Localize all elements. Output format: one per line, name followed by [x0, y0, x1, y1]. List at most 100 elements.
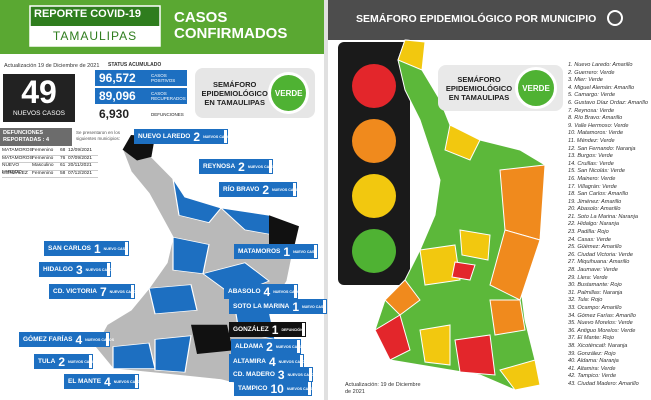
municipio-item: 16. Mainero: Verde	[568, 175, 616, 182]
map-label-value: 10	[270, 381, 284, 396]
death-cell: 07/09/2021	[68, 156, 98, 163]
headline: CASOS CONFIRMADOS	[174, 9, 288, 42]
death-row: GONZÁLEZ Femenino 58 07/12/2021	[2, 171, 98, 178]
municipio-item: 6. Gustavo Díaz Ordaz: Amarillo	[568, 99, 648, 106]
municipio-item: 37. El Mante: Rojo	[568, 335, 615, 342]
map-label-name: GONZÁLEZ	[233, 326, 269, 333]
map-label-value: 2	[58, 354, 66, 369]
map-label-value: 4	[268, 354, 276, 369]
map-label: EL MANTE 4 NUEVOS CASOS	[65, 374, 143, 389]
deaths-table: MATAMOROS Femenino 68 12/09/2021 MATAMOROS Fe…	[2, 148, 98, 178]
municipio-item: 30. Bustamante: Rojo	[568, 282, 622, 289]
municipio-item: 22. Hidalgo: Naranja	[568, 221, 619, 228]
map-label-value: 1	[271, 322, 279, 337]
map-label: TULA 2 NUEVOS CASOS	[35, 354, 97, 369]
municipio-item: 10. Matamoros: Verde	[568, 130, 624, 137]
municipio-item: 12. San Fernando: Naranja	[568, 145, 636, 152]
municipio-item: 26. Ciudad Victoria: Verde	[568, 251, 633, 258]
municipio-item: 20. Abasolo: Amarillo	[568, 206, 621, 213]
right-semaforo-label: SEMÁFORO EPIDEMIOLÓGICO EN TAMAULIPAS	[445, 74, 513, 102]
map-label-value: 7	[99, 284, 107, 299]
map-label-value: 2	[193, 129, 201, 144]
death-cell: 61	[60, 163, 68, 171]
map-label-name: EL MANTE	[68, 378, 102, 385]
new-cases-value: 49	[21, 74, 57, 110]
light-orange	[352, 119, 396, 163]
municipio-item: 34. Gómez Farías: Amarillo	[568, 312, 636, 319]
light-yellow	[352, 174, 396, 218]
death-cell: Masculino	[32, 163, 60, 171]
municipio-item: 3. Mier: Verde	[568, 77, 603, 84]
death-cell: MATAMOROS	[2, 148, 33, 156]
status-label: CASOS RECUPERADOS	[151, 91, 186, 101]
municipio-item: 27. Miquihuana: Amarillo	[568, 259, 630, 266]
municipio-item: 11. Méndez: Verde	[568, 137, 615, 144]
map-label-note: NUEVO CASO	[293, 249, 318, 254]
municipio-item: 18. San Carlos: Amarillo	[568, 191, 629, 198]
municipio-item: 24. Casas: Verde	[568, 236, 612, 243]
municipio-list: 1. Nuevo Laredo: Amarillo 2. Guerrero: Ve…	[568, 62, 648, 389]
map-label-name: TAMPICO	[238, 385, 268, 392]
municipio-item: 33. Ocampo: Amarillo	[568, 305, 622, 311]
map-label-name: RÍO BRAVO	[223, 186, 260, 193]
map-label-note: NUEVOS CASOS	[203, 134, 233, 139]
map-label-value: 4	[104, 374, 111, 389]
map-label-value: 2	[266, 339, 273, 354]
map-label-note: NUEVO CASO	[302, 304, 327, 309]
municipio-item: 4. Miguel Alemán: Amarillo	[568, 84, 635, 91]
status-row: 89,096 CASOS RECUPERADOS	[95, 88, 187, 104]
map-label-name: TULA	[38, 358, 56, 365]
death-row: MATAMOROS Femenino 76 07/09/2021	[2, 156, 98, 163]
municipio-item: 38. Xicoténcatl: Naranja	[568, 342, 628, 349]
municipio-item: 25. Güémez: Amarillo	[568, 244, 622, 251]
right-update: Actualización: 19 de Diciembre de 2021	[345, 382, 421, 395]
status-title: STATUS ACUMULADO	[108, 62, 162, 68]
update: Actualización 19 de Diciembre de 2021	[4, 63, 100, 69]
status-label: CASOS POSITIVOS	[151, 73, 176, 83]
map-label-note: NUEVOS CASOS	[278, 359, 308, 364]
map-label-name: NUEVO LAREDO	[138, 133, 191, 140]
map-label-value: 3	[75, 262, 83, 277]
map-label-name: CD. VICTORIA	[53, 288, 97, 295]
map-label-value: 4	[263, 284, 271, 299]
map-label: MATAMOROS 1 NUEVO CASO	[235, 245, 318, 259]
logo-band	[30, 26, 160, 46]
map-label-note: NUEVOS CASOS	[85, 337, 115, 342]
map-label-name: CD. MADERO	[233, 371, 275, 378]
death-row: MATAMOROS Femenino 68 12/09/2021	[2, 148, 98, 156]
death-cell: GONZÁLEZ	[2, 171, 32, 178]
municipio-item: 14. Cruillas: Verde	[568, 160, 614, 167]
map-label-name: ALDAMA	[235, 343, 264, 350]
traffic-light	[338, 42, 410, 285]
map-label: SAN CARLOS 1 NUEVO CASO	[45, 242, 128, 256]
map-label: CD. MADERO 3 NUEVOS CASOS	[230, 368, 317, 382]
map-label-note: NUEVOS CASOS	[275, 344, 305, 349]
death-cell: Femenino	[32, 156, 60, 163]
map-label: TAMPICO 10 NUEVOS CASOS	[235, 381, 316, 396]
right-semaforo-box: SEMÁFORO EPIDEMIOLÓGICO EN TAMAULIPAS VE…	[438, 65, 563, 111]
map-label-name: SOTO LA MARINA	[233, 303, 290, 310]
municipio-item: 23. Padilla: Rojo	[568, 229, 609, 236]
sun-icon	[607, 10, 623, 26]
municipio-item: 2. Guerrero: Verde	[568, 69, 615, 76]
status-row: 96,572 CASOS POSITIVOS	[95, 70, 187, 86]
semaforo-status: VERDE	[268, 72, 309, 114]
municipio-item: 40. Aldama: Naranja	[568, 358, 619, 365]
municipio-item: 39. González: Rojo	[568, 350, 616, 357]
new-cases-label: NUEVOS CASOS	[12, 110, 65, 117]
municipio-item: 41. Altamira: Verde	[568, 365, 616, 372]
status-row: 6,930 DEFUNCIONES	[95, 106, 187, 122]
map-label: RÍO BRAVO 2 NUEVOS CASOS	[220, 183, 302, 197]
divider	[324, 0, 328, 400]
map-label-note: NUEVOS CASOS	[109, 289, 139, 294]
death-cell: Femenino	[32, 148, 60, 156]
right-title: SEMÁFORO EPIDEMIOLÓGICO POR MUNICIPIO	[356, 13, 597, 25]
logo-subtitle: TAMAULIPAS	[52, 29, 138, 43]
map-label-note: NUEVOS CASOS	[286, 386, 316, 391]
map-label-note: NUEVO CASO	[103, 246, 128, 251]
map-label: HIDALGO 3 NUEVOS CASOS	[40, 262, 115, 277]
death-cell: 58	[60, 171, 68, 178]
map-label: ALDAMA 2 NUEVOS CASOS	[232, 339, 305, 354]
map-label-note: NUEVOS CASOS	[272, 187, 302, 192]
right-header-bg	[328, 0, 651, 40]
